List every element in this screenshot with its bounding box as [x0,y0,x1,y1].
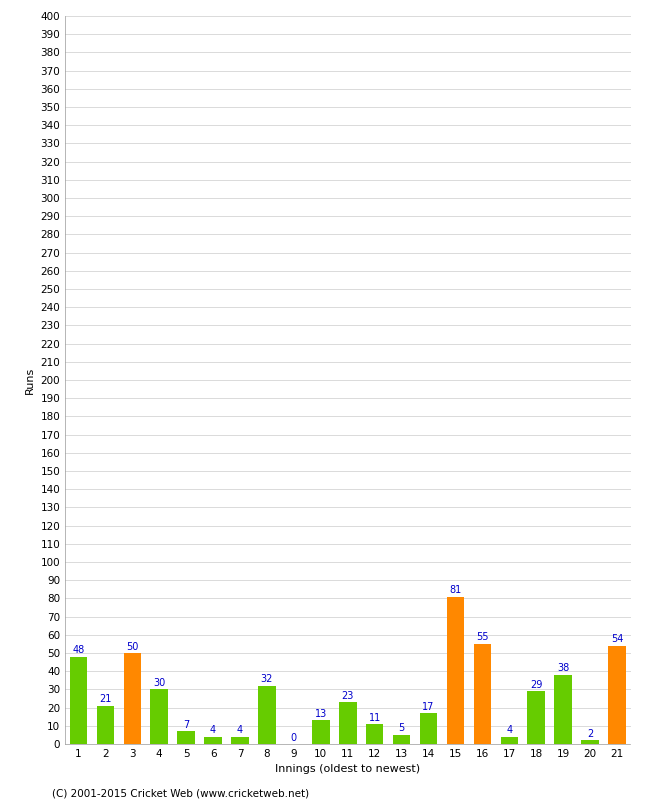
Bar [151,690,168,744]
Bar [177,731,195,744]
X-axis label: Innings (oldest to newest): Innings (oldest to newest) [275,765,421,774]
Bar [554,675,572,744]
Text: 48: 48 [72,645,84,655]
Bar [258,686,276,744]
Text: 21: 21 [99,694,112,704]
Bar [97,706,114,744]
Bar [500,737,518,744]
Bar [366,724,384,744]
Bar [581,740,599,744]
Bar [204,737,222,744]
Text: 30: 30 [153,678,165,688]
Bar [124,653,141,744]
Bar [474,644,491,744]
Text: 11: 11 [369,713,381,722]
Text: 55: 55 [476,633,489,642]
Text: (C) 2001-2015 Cricket Web (www.cricketweb.net): (C) 2001-2015 Cricket Web (www.cricketwe… [52,788,309,798]
Bar [231,737,249,744]
Bar [393,735,410,744]
Text: 17: 17 [422,702,435,712]
Text: 4: 4 [506,726,512,735]
Text: 4: 4 [210,726,216,735]
Text: 81: 81 [449,585,462,595]
Text: 50: 50 [126,642,138,651]
Text: 38: 38 [557,663,569,674]
Text: 13: 13 [315,709,327,719]
Bar [339,702,356,744]
Text: 7: 7 [183,720,189,730]
Text: 2: 2 [587,729,593,739]
Text: 23: 23 [341,690,354,701]
Bar [447,597,464,744]
Text: 54: 54 [611,634,623,644]
Bar [608,646,626,744]
Text: 29: 29 [530,680,543,690]
Bar [312,720,330,744]
Text: 5: 5 [398,723,405,734]
Bar [70,657,87,744]
Bar [528,691,545,744]
Y-axis label: Runs: Runs [25,366,35,394]
Text: 4: 4 [237,726,243,735]
Text: 0: 0 [291,733,297,742]
Bar [420,713,437,744]
Text: 32: 32 [261,674,273,684]
